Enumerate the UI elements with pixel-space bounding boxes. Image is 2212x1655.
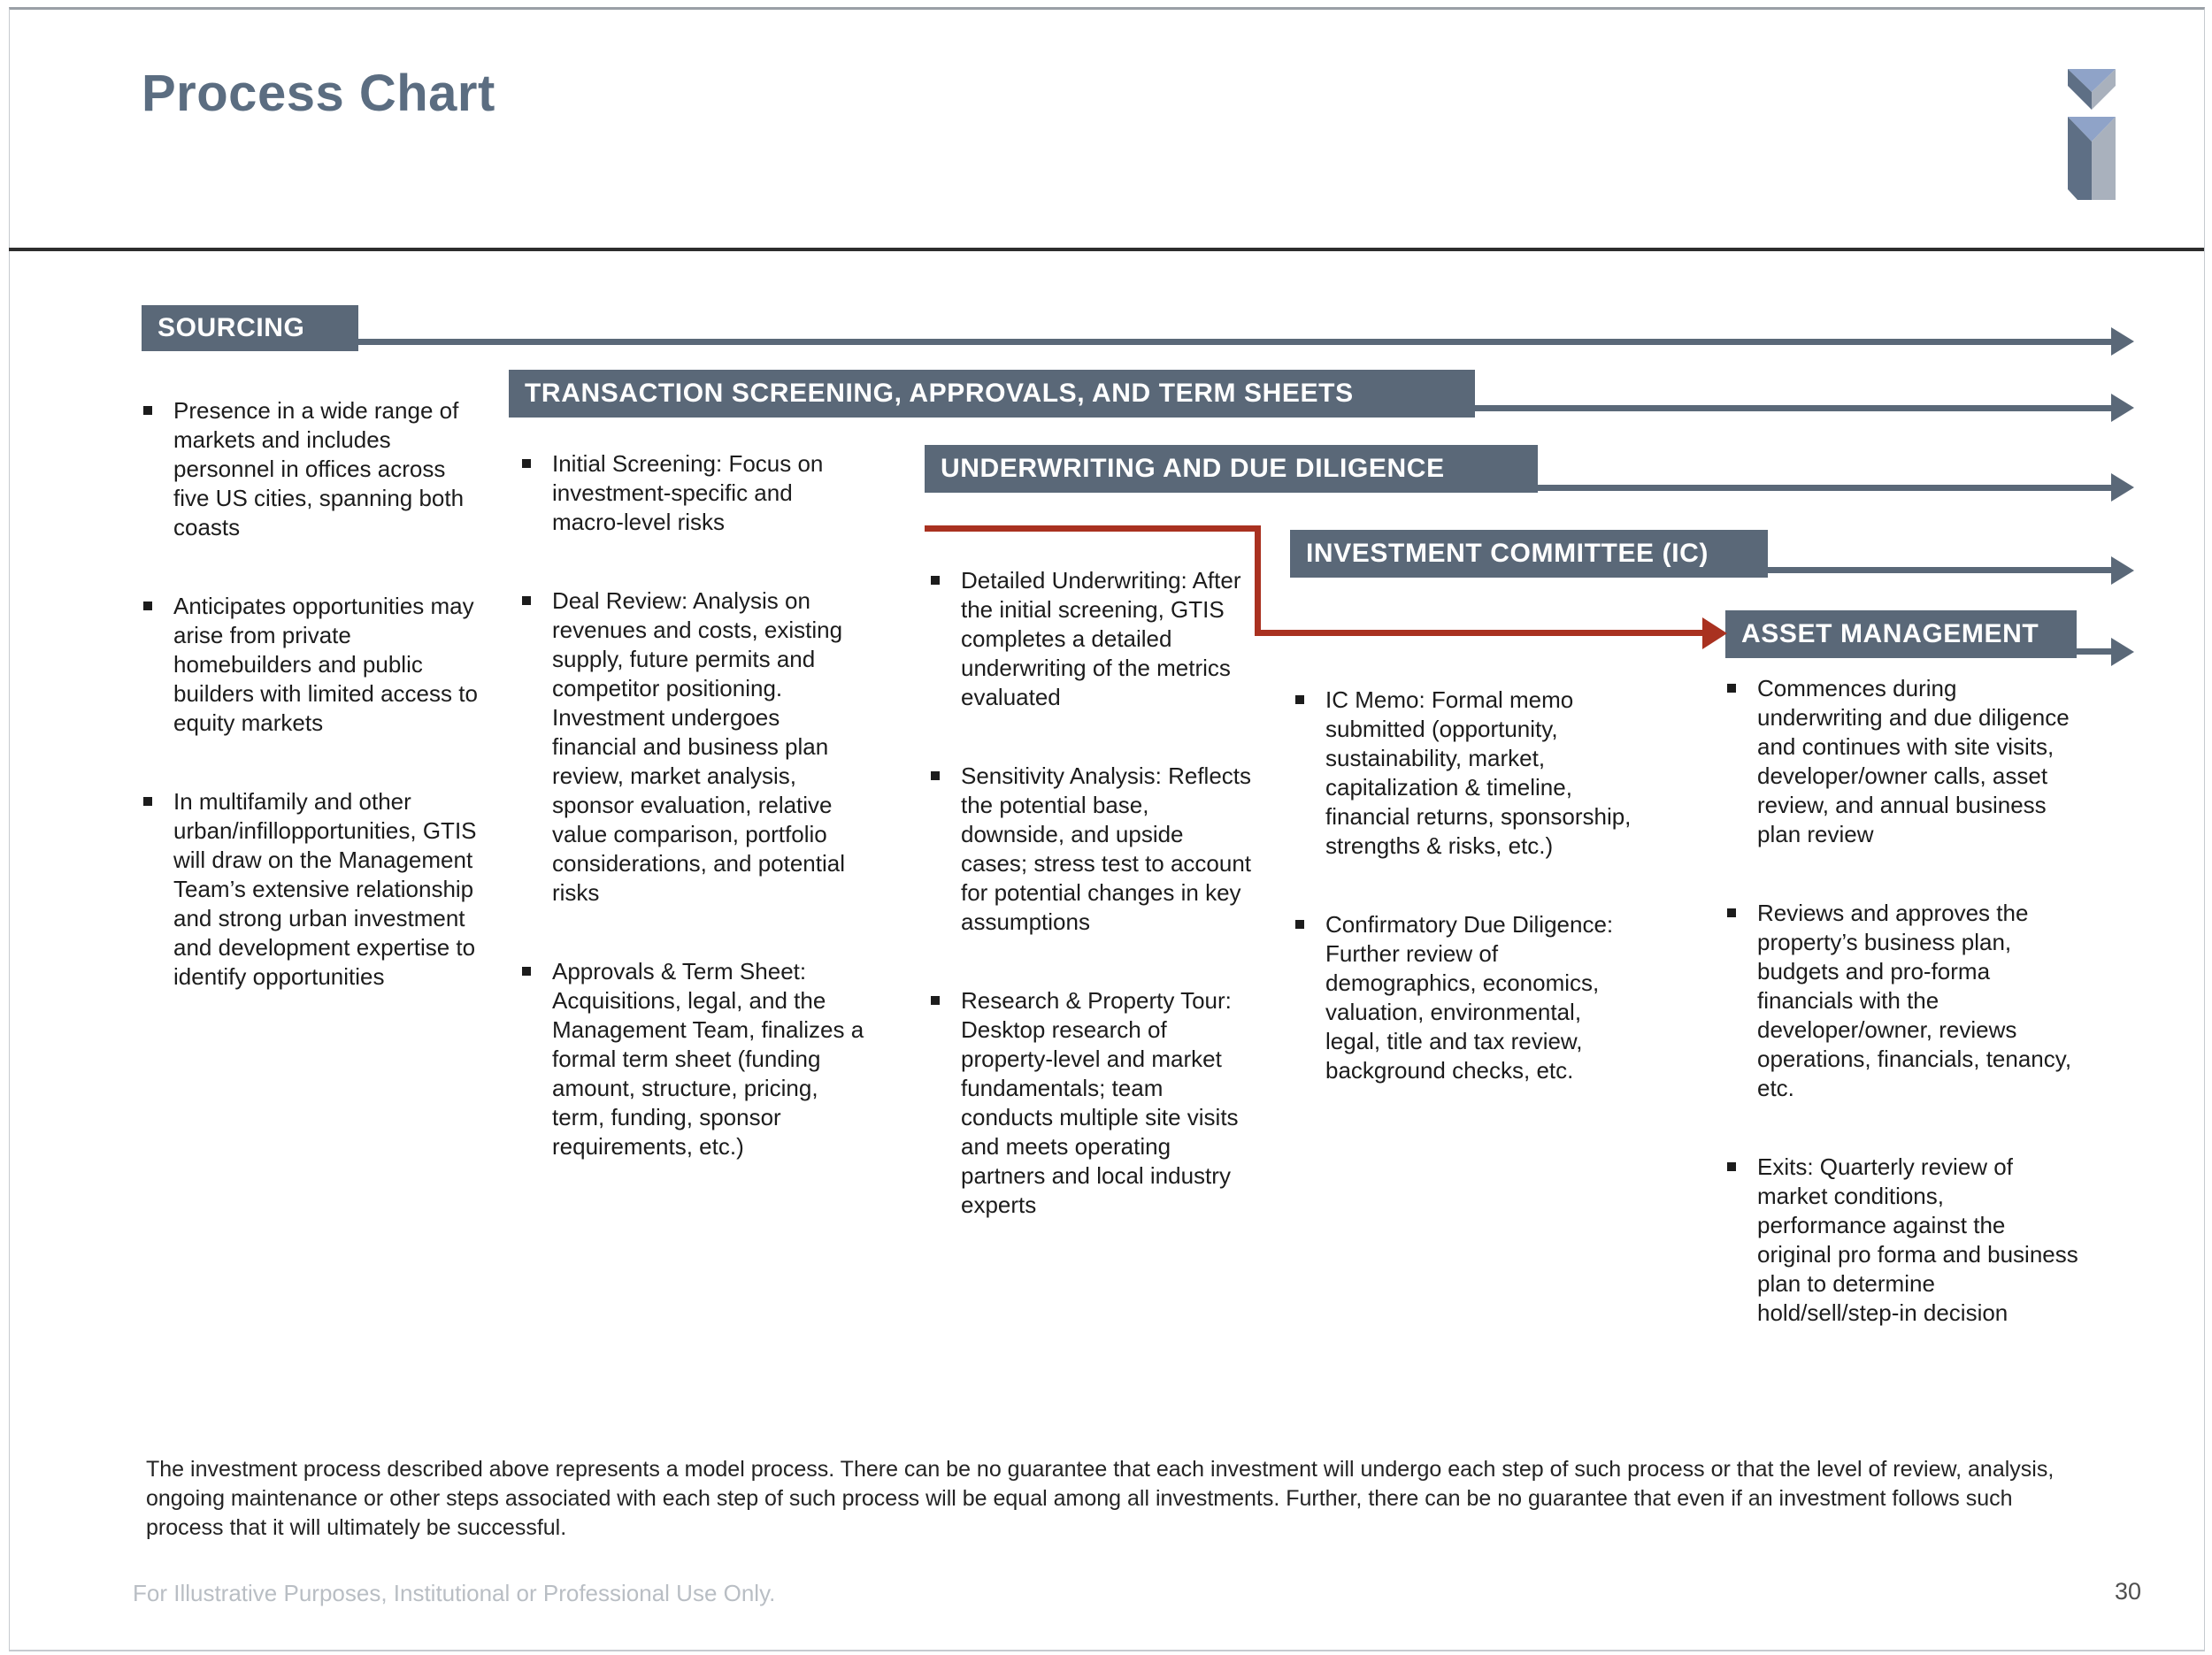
- list-item: Research & Property Tour: Desktop resear…: [929, 986, 1255, 1220]
- list-item: Presence in a wide range of markets and …: [142, 396, 480, 542]
- company-logo-icon: [2068, 69, 2116, 200]
- disclaimer-text: The investment process described above r…: [146, 1457, 2055, 1540]
- stage-arrow-head-icon: [2111, 473, 2134, 502]
- list-item: Anticipates opportunities may arise from…: [142, 592, 480, 738]
- stage-arrow-line: [1536, 485, 2111, 491]
- stage-header-sourcing: SOURCING: [142, 305, 358, 351]
- stage-arrow-line: [357, 339, 2111, 345]
- stage-label: SOURCING: [157, 313, 305, 342]
- stage-label: UNDERWRITING AND DUE DILIGENCE: [941, 454, 1445, 483]
- list-item: Confirmatory Due Diligence: Further revi…: [1294, 910, 1640, 1085]
- transaction-screening-bullet-list: Initial Screening: Focus on investment-s…: [520, 449, 867, 1211]
- list-item: Deal Review: Analysis on revenues and co…: [520, 586, 867, 908]
- slide-frame: [9, 7, 2205, 1651]
- list-item: Reviews and approves the property’s busi…: [1725, 899, 2079, 1103]
- stage-arrow-head-icon: [2111, 638, 2134, 666]
- stage-header-underwriting: UNDERWRITING AND DUE DILIGENCE: [925, 445, 1538, 493]
- list-item: Detailed Underwriting: After the initial…: [929, 566, 1255, 712]
- title-divider: [9, 248, 2204, 251]
- stage-header-transaction-screening: TRANSACTION SCREENING, APPROVALS, AND TE…: [509, 370, 1475, 418]
- underwriting-bullet-list: Detailed Underwriting: After the initial…: [929, 566, 1255, 1269]
- stage-label: INVESTMENT COMMITTEE (IC): [1306, 539, 1709, 568]
- stage-arrow-head-icon: [2111, 327, 2134, 356]
- stage-arrow-line: [1766, 567, 2111, 573]
- stage-header-asset-management: ASSET MANAGEMENT: [1725, 610, 2077, 658]
- page-number: 30: [2114, 1578, 2141, 1605]
- red-arrow-segment-top: [925, 525, 1261, 532]
- list-item: Initial Screening: Focus on investment-s…: [520, 449, 867, 537]
- stage-arrow-head-icon: [2111, 556, 2134, 585]
- list-item: Exits: Quarterly review of market condit…: [1725, 1153, 2079, 1328]
- red-arrow-segment-bottom: [1255, 630, 1702, 636]
- page-title: Process Chart: [142, 65, 495, 122]
- stage-label: TRANSACTION SCREENING, APPROVALS, AND TE…: [525, 379, 1354, 408]
- list-item: IC Memo: Formal memo submitted (opportun…: [1294, 686, 1640, 861]
- asset-management-bullet-list: Commences during underwriting and due di…: [1725, 674, 2079, 1377]
- red-arrow-segment-down: [1255, 525, 1261, 636]
- sourcing-bullet-list: Presence in a wide range of markets and …: [142, 396, 480, 1041]
- investment-committee-bullet-list: IC Memo: Formal memo submitted (opportun…: [1294, 686, 1640, 1135]
- list-item: In multifamily and other urban/infillopp…: [142, 787, 480, 992]
- stage-arrow-head-icon: [2111, 394, 2134, 422]
- list-item: Approvals & Term Sheet: Acquisitions, le…: [520, 957, 867, 1161]
- stage-header-investment-committee: INVESTMENT COMMITTEE (IC): [1290, 530, 1768, 578]
- stage-label: ASSET MANAGEMENT: [1741, 619, 2039, 648]
- red-arrow-head-icon: [1702, 617, 1727, 649]
- stage-arrow-line: [1473, 405, 2111, 411]
- stage-arrow-line: [2075, 648, 2111, 655]
- list-item: Commences during underwriting and due di…: [1725, 674, 2079, 849]
- list-item: Sensitivity Analysis: Reflects the poten…: [929, 762, 1255, 937]
- footer-note: For Illustrative Purposes, Institutional…: [133, 1580, 776, 1606]
